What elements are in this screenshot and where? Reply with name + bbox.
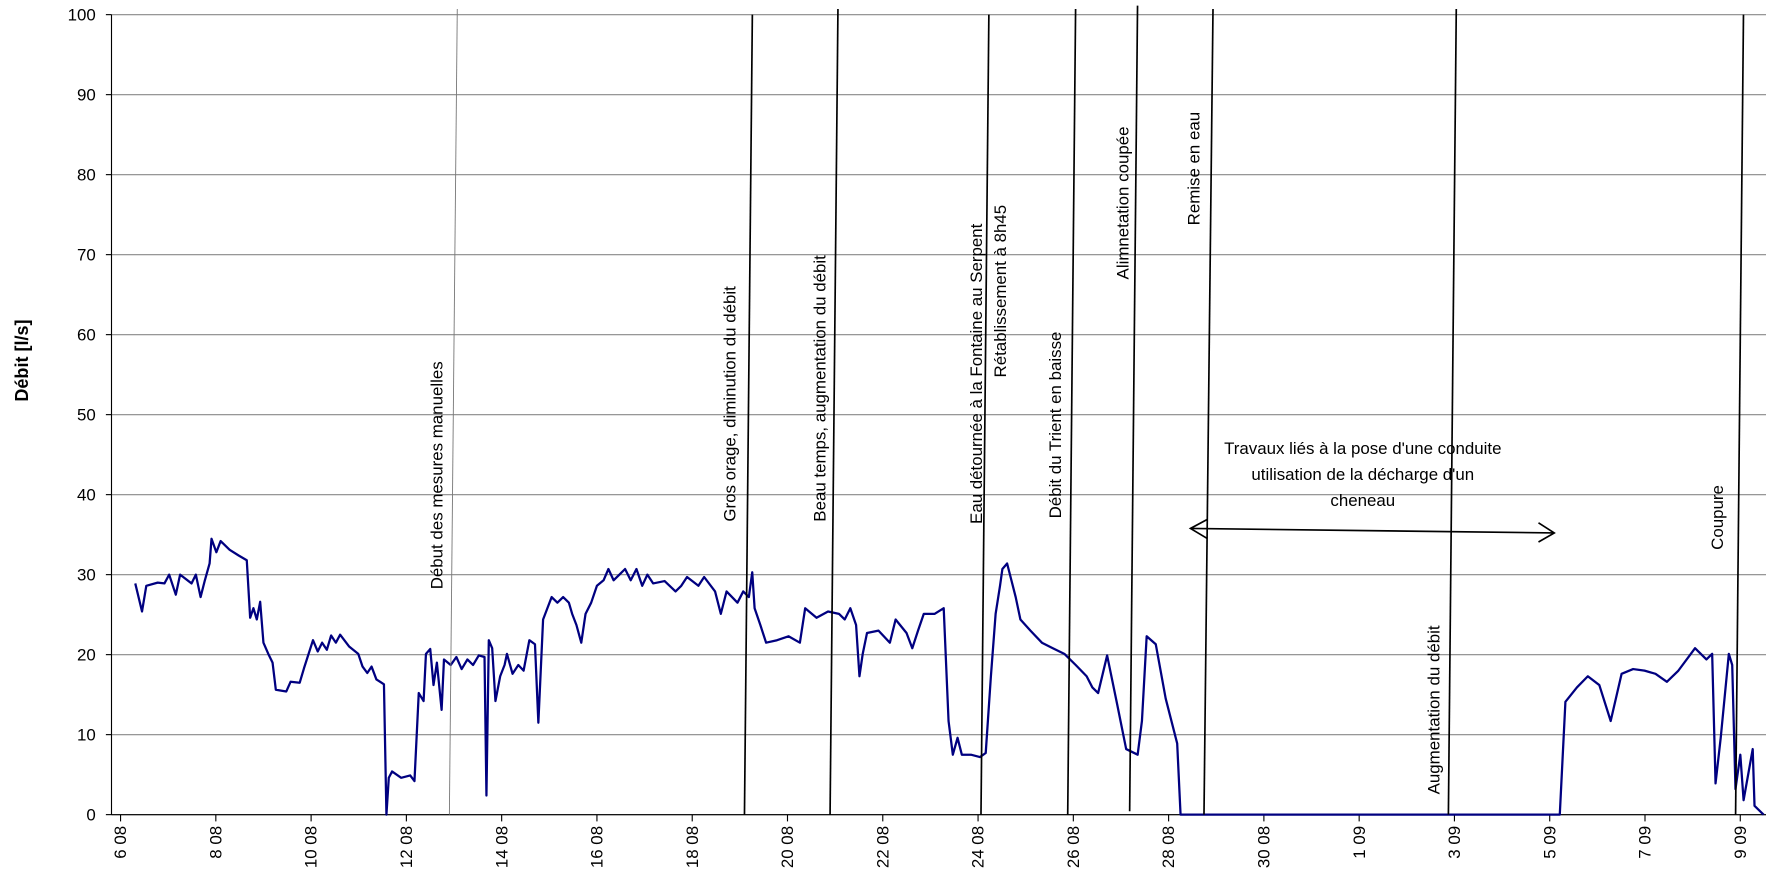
- x-tick-label: 1 09: [1350, 826, 1369, 859]
- x-tick-label: 9 09: [1731, 826, 1750, 859]
- y-tick-label: 80: [77, 165, 96, 184]
- event-line: [1734, 14, 1745, 815]
- y-axis-label: Débit [l/s]: [12, 320, 32, 402]
- x-tick-label: 3 09: [1445, 826, 1464, 859]
- note-text: cheneau: [1330, 491, 1395, 510]
- y-tick-label: 40: [77, 485, 96, 504]
- event-label: Alimnetation coupée: [1114, 126, 1133, 279]
- event-line: [1203, 9, 1214, 815]
- event-line: [1128, 5, 1139, 812]
- arrow-head: [1538, 522, 1556, 543]
- event-line: [980, 14, 990, 815]
- x-tick-label: 30 08: [1255, 826, 1274, 868]
- x-tick-label: 14 08: [492, 826, 511, 868]
- x-tick-label: 26 08: [1064, 826, 1083, 868]
- x-tick-label: 5 09: [1540, 826, 1559, 859]
- x-tick-label: 22 08: [873, 826, 892, 868]
- y-tick-label: 70: [77, 245, 96, 264]
- y-tick-label: 50: [77, 405, 96, 424]
- y-tick-label: 30: [77, 565, 96, 584]
- x-tick-label: 8 08: [206, 826, 225, 859]
- event-label: Beau temps, augmentation du débit: [811, 255, 830, 522]
- event-line: [1447, 9, 1458, 815]
- event-label: Débit du Trient en baisse: [1046, 332, 1065, 519]
- y-tick-label: 10: [77, 725, 96, 744]
- event-line: [743, 14, 754, 815]
- y-tick-label: 60: [77, 325, 96, 344]
- x-tick-label: 12 08: [397, 826, 416, 868]
- event-line: [1066, 9, 1077, 815]
- arrow-head: [1188, 518, 1208, 540]
- x-tick-label: 28 08: [1159, 826, 1178, 868]
- data-line: [134, 537, 1765, 816]
- note-arrow: [1190, 527, 1555, 534]
- y-tick-label: 100: [68, 5, 96, 24]
- y-tick-label: 90: [77, 85, 96, 104]
- x-tick-label: 16 08: [588, 826, 607, 868]
- x-tick-label: 10 08: [302, 826, 321, 868]
- event-line: [829, 9, 839, 815]
- event-line: [448, 9, 458, 815]
- y-tick-label: 20: [77, 645, 96, 664]
- x-tick-label: 20 08: [778, 826, 797, 868]
- x-tick-label: 7 09: [1636, 826, 1655, 859]
- event-label: Gros orage, diminution du débit: [720, 286, 739, 522]
- event-label: Rétablissement à 8h45: [991, 205, 1010, 378]
- note-text: Travaux liés à la pose d'une conduite: [1224, 439, 1501, 458]
- event-label: Remise en eau: [1184, 112, 1203, 226]
- event-label: Augmentation du débit: [1424, 625, 1443, 794]
- event-label: Coupure: [1708, 485, 1727, 550]
- event-label: Début des mesures manuelles: [428, 361, 447, 589]
- event-label: Eau détournée à la Fontaine au Serpent: [967, 223, 986, 524]
- x-tick-label: 6 08: [111, 826, 130, 859]
- y-tick-label: 0: [86, 805, 95, 824]
- x-tick-label: 24 08: [969, 826, 988, 868]
- x-tick-label: 18 08: [683, 826, 702, 868]
- note-text: utilisation de la décharge d'un: [1251, 465, 1474, 484]
